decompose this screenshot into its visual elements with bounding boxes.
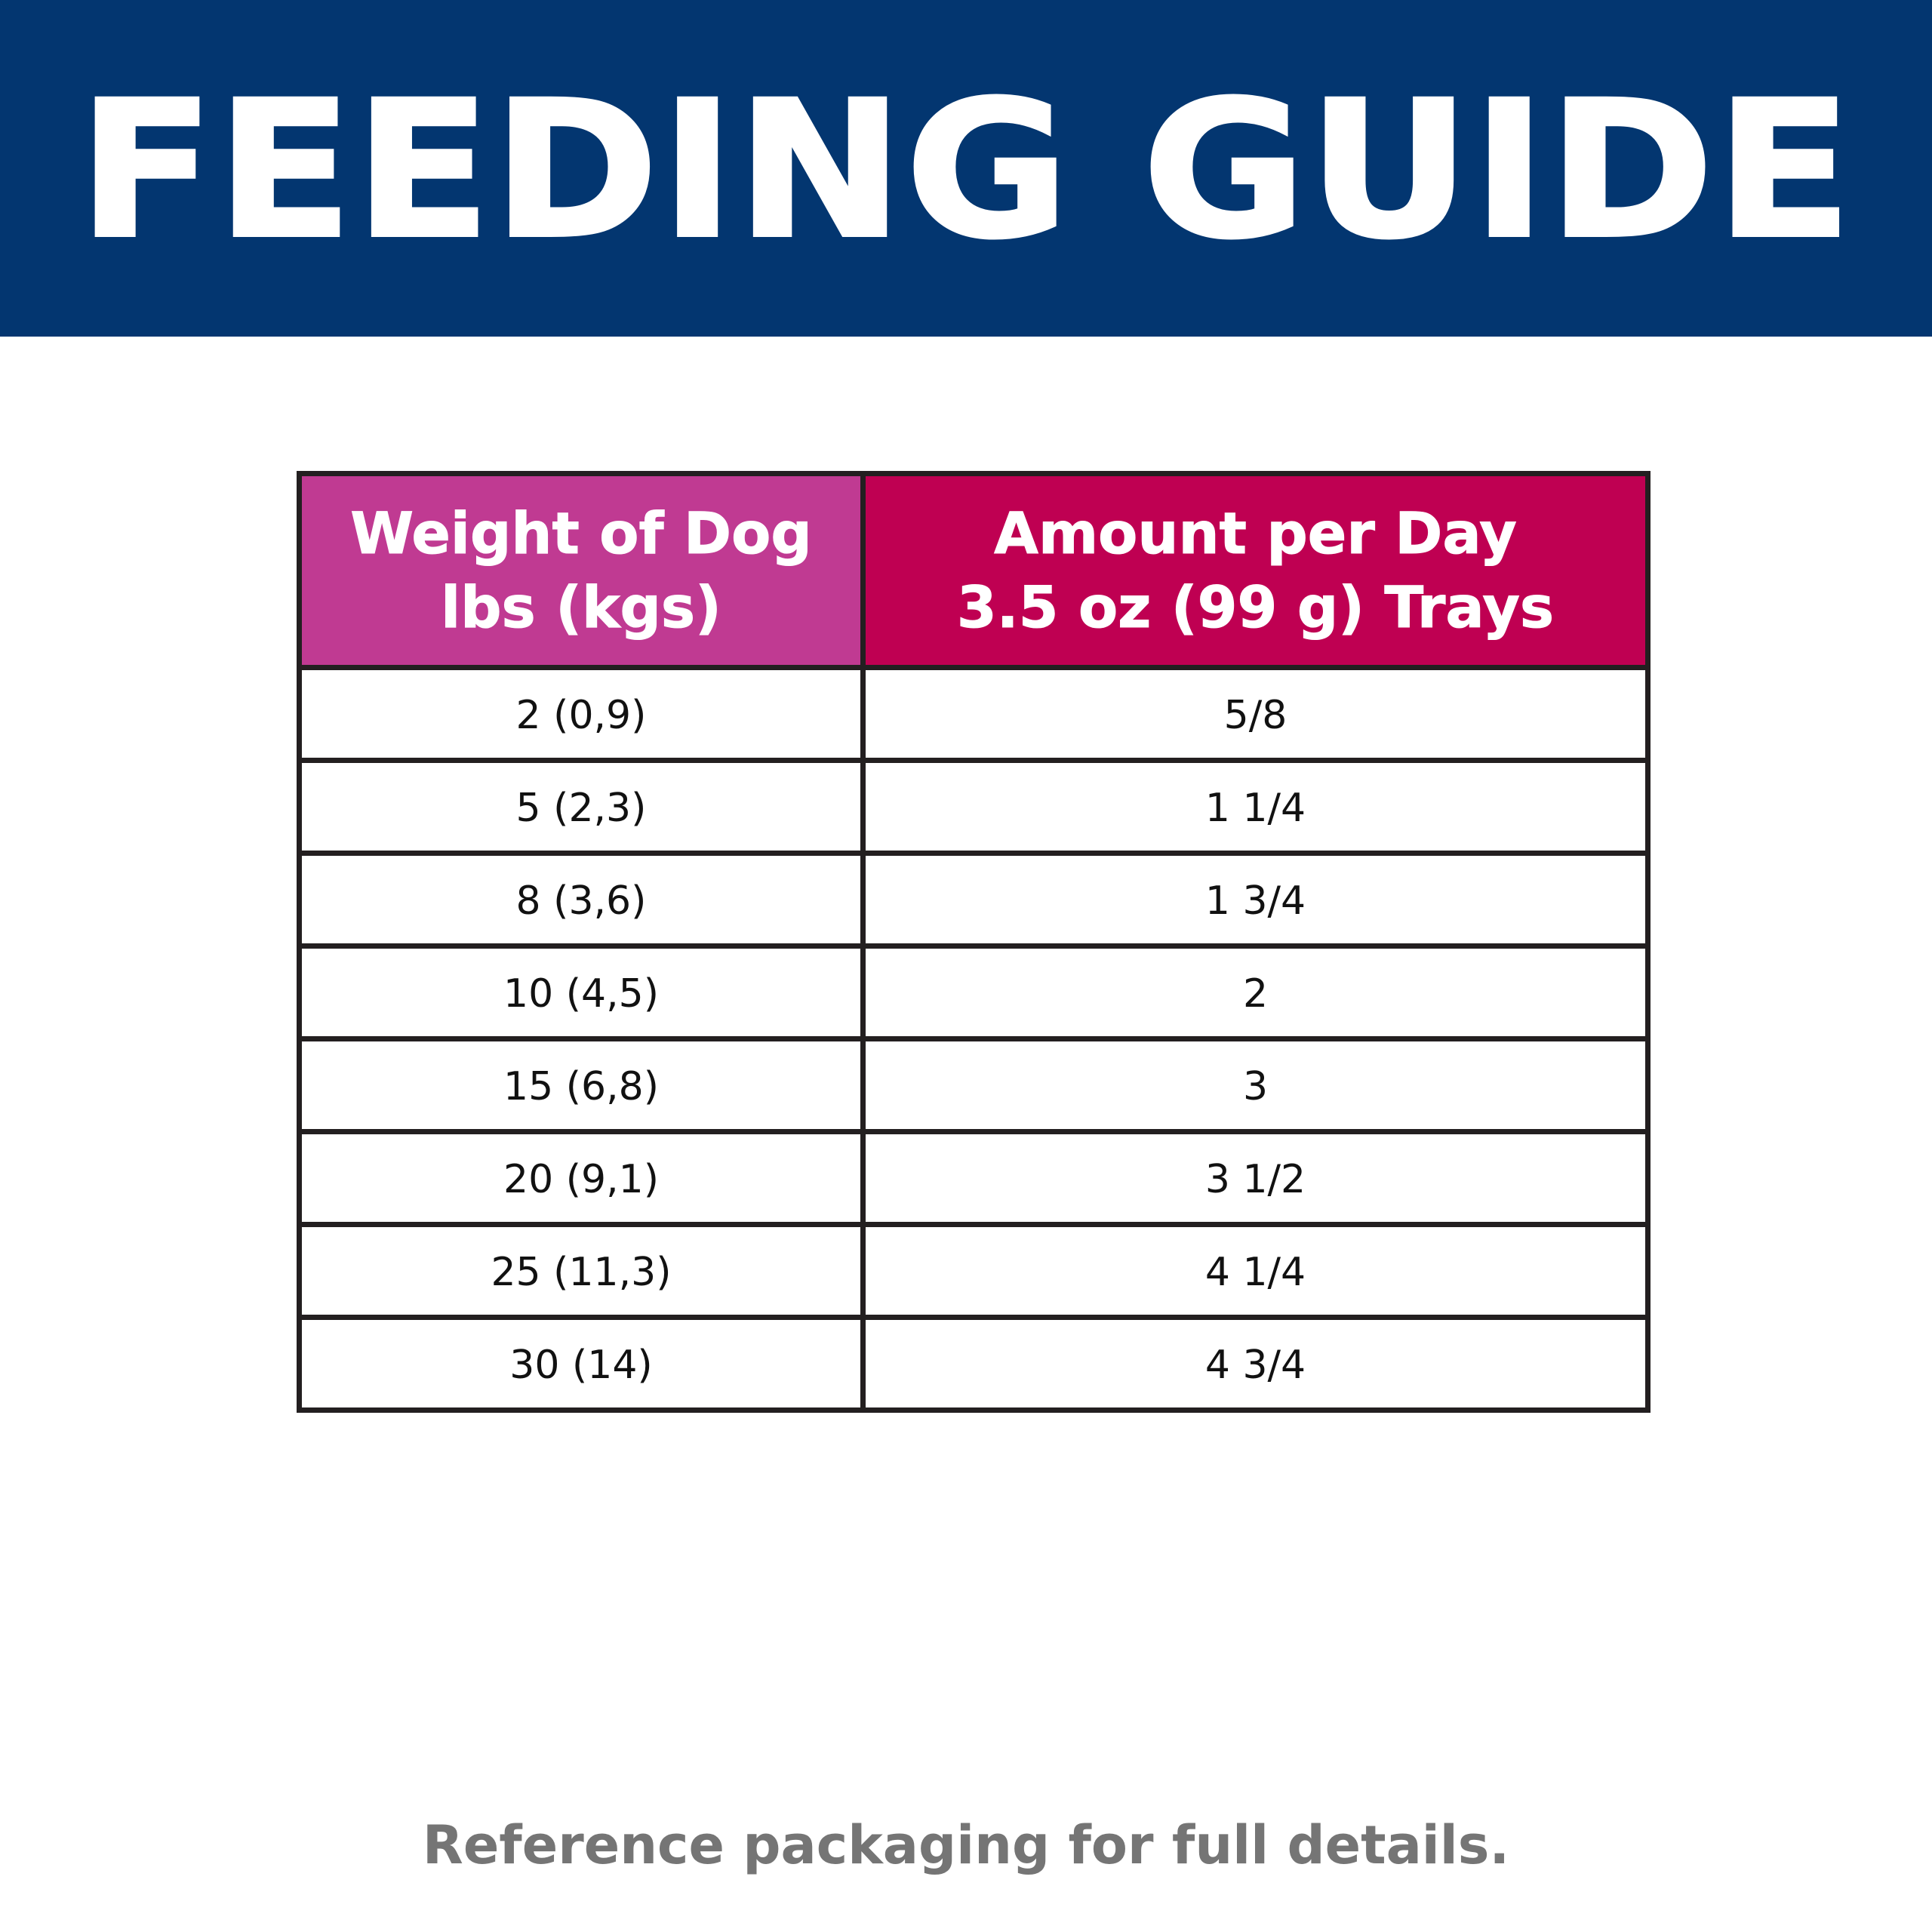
weight-cell: 10 (4,5): [297, 943, 866, 1041]
column-header-weight-line1: Weight of Dog: [350, 500, 812, 568]
weight-cell: 5 (2,3): [297, 758, 866, 856]
weight-cell: 30 (14): [297, 1315, 866, 1413]
amount-cell: 2: [860, 943, 1651, 1041]
table-row: 25 (11,3) 4 1/4: [297, 1222, 1651, 1320]
amount-cell: 1 3/4: [860, 851, 1651, 949]
table-header-row: Weight of Dog lbs (kgs) Amount per Day 3…: [297, 471, 1651, 670]
amount-cell: 3 1/2: [860, 1129, 1651, 1227]
weight-cell: 8 (3,6): [297, 851, 866, 949]
table-row: 5 (2,3) 1 1/4: [297, 758, 1651, 856]
weight-cell: 15 (6,8): [297, 1036, 866, 1134]
table-row: 20 (9,1) 3 1/2: [297, 1129, 1651, 1227]
footer-note: Reference packaging for full details.: [422, 1814, 1510, 1876]
feeding-table-container: Weight of Dog lbs (kgs) Amount per Day 3…: [297, 471, 1651, 1413]
table-row: 30 (14) 4 3/4: [297, 1315, 1651, 1413]
amount-cell: 1 1/4: [860, 758, 1651, 856]
weight-cell: 25 (11,3): [297, 1222, 866, 1320]
table-row: 8 (3,6) 1 3/4: [297, 851, 1651, 949]
table-row: 15 (6,8) 3: [297, 1036, 1651, 1134]
column-header-weight: Weight of Dog lbs (kgs): [297, 471, 866, 670]
column-header-amount-line1: Amount per Day: [994, 500, 1518, 568]
table-row: 2 (0,9) 5/8: [297, 665, 1651, 763]
table-row: 10 (4,5) 2: [297, 943, 1651, 1041]
amount-cell: 4 1/4: [860, 1222, 1651, 1320]
column-header-weight-line2: lbs (kgs): [441, 574, 722, 641]
amount-cell: 4 3/4: [860, 1315, 1651, 1413]
column-header-amount-line2: 3.5 oz (99 g) Trays: [956, 574, 1555, 641]
title-banner: FEEDING GUIDE: [0, 0, 1932, 337]
weight-cell: 2 (0,9): [297, 665, 866, 763]
page-title: FEEDING GUIDE: [76, 60, 1854, 280]
column-header-amount: Amount per Day 3.5 oz (99 g) Trays: [860, 471, 1651, 670]
amount-cell: 5/8: [860, 665, 1651, 763]
feeding-guide-table: Weight of Dog lbs (kgs) Amount per Day 3…: [297, 471, 1651, 1413]
weight-cell: 20 (9,1): [297, 1129, 866, 1227]
amount-cell: 3: [860, 1036, 1651, 1134]
